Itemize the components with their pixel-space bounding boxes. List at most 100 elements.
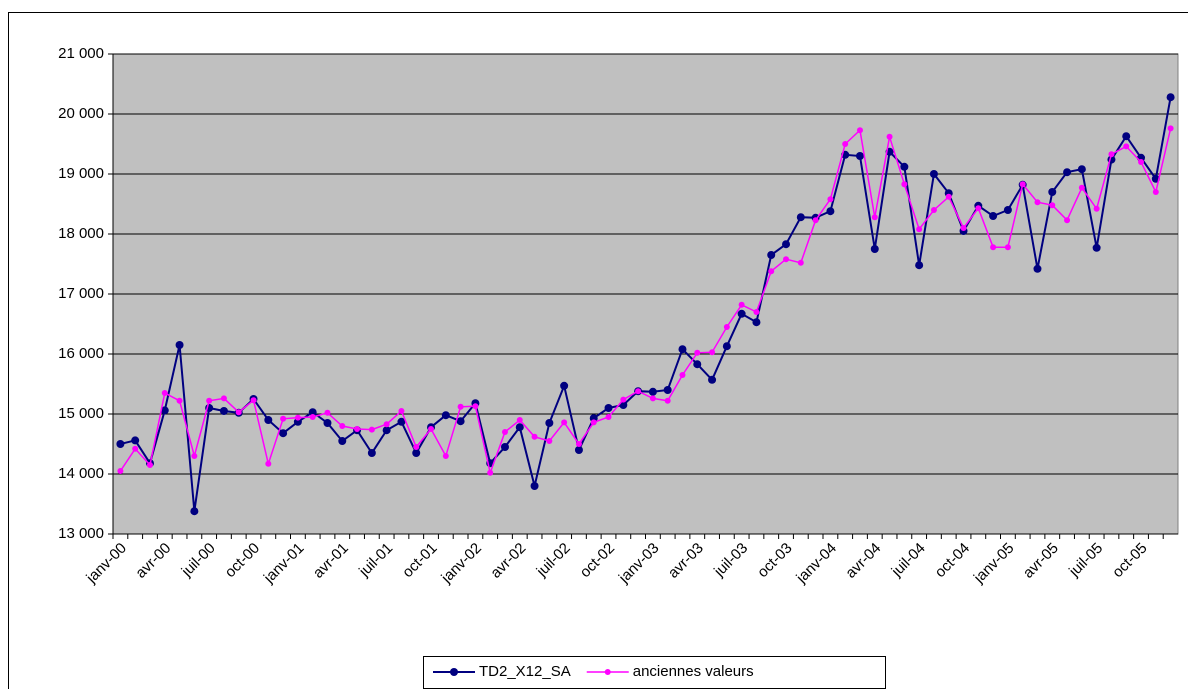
point xyxy=(929,170,938,178)
point xyxy=(768,268,775,275)
point xyxy=(545,419,554,427)
point xyxy=(1063,168,1072,177)
point xyxy=(694,349,701,356)
point xyxy=(663,386,672,394)
y-tick-label: 20 000 xyxy=(58,105,104,122)
point xyxy=(812,217,819,224)
point xyxy=(1003,206,1012,214)
point xyxy=(560,381,569,390)
point xyxy=(250,397,257,404)
point xyxy=(945,193,952,200)
point xyxy=(442,453,449,459)
point xyxy=(456,417,465,426)
point xyxy=(190,507,199,516)
point xyxy=(1122,132,1131,141)
point xyxy=(1123,143,1130,150)
point xyxy=(989,212,998,220)
point xyxy=(709,349,716,356)
point xyxy=(930,207,937,213)
point xyxy=(1034,199,1041,206)
point xyxy=(235,409,242,416)
point xyxy=(679,372,686,378)
y-tick-label: 17 000 xyxy=(58,285,104,302)
y-tick-label: 14 000 xyxy=(58,465,104,482)
point xyxy=(294,414,301,421)
point xyxy=(367,449,376,457)
point xyxy=(117,468,124,474)
y-tick-label: 19 000 xyxy=(58,165,104,182)
point xyxy=(1004,244,1011,251)
point xyxy=(1092,243,1101,252)
point xyxy=(383,421,390,428)
point xyxy=(1166,93,1175,102)
point xyxy=(309,414,316,420)
point xyxy=(753,309,760,315)
point xyxy=(604,404,613,412)
point xyxy=(116,440,125,448)
y-tick-label: 18 000 xyxy=(58,225,104,242)
point xyxy=(265,460,272,467)
legend-marker xyxy=(450,668,458,676)
y-tick-label: 21 000 xyxy=(58,45,104,62)
point xyxy=(886,133,893,140)
point xyxy=(397,417,406,426)
point xyxy=(398,408,405,414)
point xyxy=(175,341,184,349)
point xyxy=(620,396,627,403)
point xyxy=(220,395,227,402)
point xyxy=(191,453,198,459)
point xyxy=(457,403,464,410)
point xyxy=(649,395,656,402)
point xyxy=(1019,181,1026,188)
point xyxy=(131,436,140,445)
point xyxy=(146,462,153,468)
point xyxy=(1077,165,1086,174)
point xyxy=(219,407,228,415)
point xyxy=(1064,217,1071,224)
point xyxy=(916,226,923,233)
point xyxy=(738,301,745,308)
point xyxy=(574,446,583,454)
point xyxy=(1108,151,1115,158)
point xyxy=(160,406,169,415)
point xyxy=(1152,189,1159,195)
point xyxy=(855,152,864,160)
point xyxy=(530,482,539,490)
point xyxy=(354,426,361,432)
legend-label: anciennes valeurs xyxy=(633,663,754,680)
point xyxy=(324,409,331,416)
point xyxy=(708,375,717,384)
point xyxy=(516,417,523,423)
point xyxy=(413,444,420,450)
point xyxy=(605,414,612,420)
point xyxy=(339,423,346,429)
point xyxy=(1167,125,1174,132)
point xyxy=(856,127,863,134)
point xyxy=(323,419,332,427)
point xyxy=(487,469,494,476)
y-tick-label: 13 000 xyxy=(58,525,104,542)
point xyxy=(206,397,213,404)
point xyxy=(500,443,509,451)
point xyxy=(796,213,805,222)
point xyxy=(279,429,288,438)
point xyxy=(561,419,568,426)
point xyxy=(737,309,746,318)
point xyxy=(176,397,183,404)
point xyxy=(428,426,435,432)
point xyxy=(308,408,317,417)
y-tick-label: 16 000 xyxy=(58,345,104,362)
point xyxy=(827,196,834,203)
point xyxy=(590,419,597,426)
legend-marker xyxy=(604,669,611,675)
point xyxy=(767,251,776,259)
point xyxy=(1048,188,1057,196)
point xyxy=(412,449,421,457)
legend: TD2_X12_SA anciennes valeurs xyxy=(423,656,886,689)
point xyxy=(664,397,671,404)
point xyxy=(960,225,967,231)
point xyxy=(280,415,287,422)
legend-box xyxy=(423,656,886,689)
point xyxy=(546,438,553,444)
point xyxy=(531,433,538,440)
